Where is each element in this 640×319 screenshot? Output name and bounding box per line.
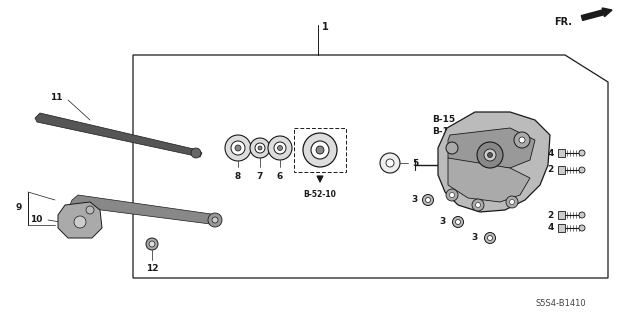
Circle shape <box>446 142 458 154</box>
Text: 2: 2 <box>548 166 554 174</box>
Circle shape <box>278 145 282 151</box>
Circle shape <box>449 192 454 197</box>
Circle shape <box>488 152 493 158</box>
Polygon shape <box>35 113 202 157</box>
Text: B-15-1: B-15-1 <box>432 127 465 136</box>
Circle shape <box>311 141 329 159</box>
Text: 5: 5 <box>412 159 419 167</box>
Text: 6: 6 <box>277 172 283 181</box>
Circle shape <box>74 216 86 228</box>
Text: 3: 3 <box>412 196 418 204</box>
Bar <box>558 224 565 232</box>
Polygon shape <box>133 55 608 278</box>
Text: 3: 3 <box>440 218 446 226</box>
Polygon shape <box>448 128 535 168</box>
Circle shape <box>514 132 530 148</box>
Circle shape <box>446 189 458 201</box>
Circle shape <box>231 141 245 155</box>
Polygon shape <box>448 158 530 202</box>
Text: 10: 10 <box>29 216 42 225</box>
Circle shape <box>208 213 222 227</box>
Circle shape <box>303 133 337 167</box>
Text: 3: 3 <box>472 234 478 242</box>
Text: 11: 11 <box>51 93 63 101</box>
Circle shape <box>255 143 265 153</box>
Circle shape <box>519 137 525 143</box>
Circle shape <box>456 219 461 225</box>
Circle shape <box>579 225 585 231</box>
Circle shape <box>472 199 484 211</box>
Circle shape <box>506 196 518 208</box>
Text: S5S4-B1410: S5S4-B1410 <box>535 299 586 308</box>
Circle shape <box>579 167 585 173</box>
Circle shape <box>191 148 201 158</box>
Text: 7: 7 <box>257 172 263 181</box>
Polygon shape <box>58 202 102 238</box>
Bar <box>558 166 565 174</box>
Circle shape <box>274 142 286 154</box>
Circle shape <box>452 217 463 227</box>
Circle shape <box>386 159 394 167</box>
Circle shape <box>477 142 503 168</box>
Circle shape <box>86 206 94 214</box>
Circle shape <box>149 241 155 247</box>
Circle shape <box>484 149 496 161</box>
Circle shape <box>258 146 262 150</box>
Text: 1: 1 <box>322 22 329 32</box>
Circle shape <box>476 203 481 207</box>
Circle shape <box>212 217 218 223</box>
Bar <box>294 128 346 172</box>
Text: 2: 2 <box>548 211 554 219</box>
Bar <box>558 149 565 157</box>
Text: B-52-10: B-52-10 <box>303 190 337 199</box>
Text: B-15: B-15 <box>432 115 455 124</box>
Circle shape <box>422 195 433 205</box>
Circle shape <box>268 136 292 160</box>
Circle shape <box>579 150 585 156</box>
Circle shape <box>316 146 324 154</box>
FancyArrow shape <box>581 8 612 20</box>
Circle shape <box>484 233 495 243</box>
Polygon shape <box>70 195 220 225</box>
Text: 4: 4 <box>548 224 554 233</box>
Text: 9: 9 <box>15 204 22 212</box>
Circle shape <box>488 235 493 241</box>
Text: FR.: FR. <box>554 17 572 27</box>
Text: 12: 12 <box>146 264 158 273</box>
Circle shape <box>146 238 158 250</box>
Circle shape <box>380 153 400 173</box>
Circle shape <box>235 145 241 151</box>
Circle shape <box>509 199 515 204</box>
Bar <box>558 211 565 219</box>
Circle shape <box>225 135 251 161</box>
Circle shape <box>579 212 585 218</box>
Circle shape <box>250 138 270 158</box>
Polygon shape <box>438 112 550 212</box>
Text: 4: 4 <box>548 149 554 158</box>
Circle shape <box>426 197 431 203</box>
Text: 8: 8 <box>235 172 241 181</box>
